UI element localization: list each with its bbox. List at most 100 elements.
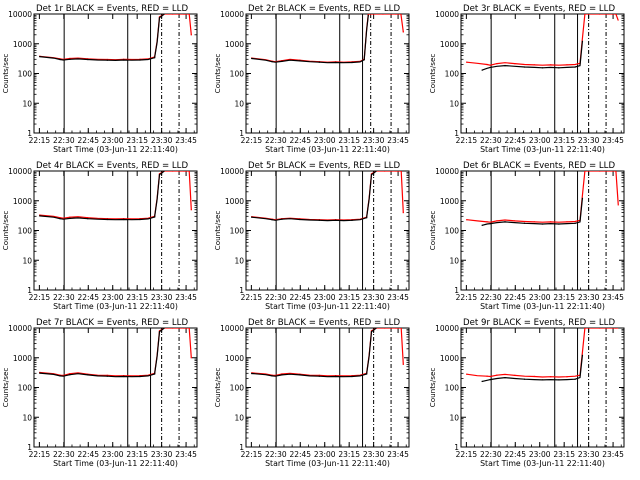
panel-title: Det 1r BLACK = Events, RED = LLD: [36, 4, 188, 14]
series-events: [39, 14, 165, 62]
x-tick-label: 23:15: [126, 293, 148, 302]
data-point-lld: [106, 374, 108, 377]
panel-9: Det 9r BLACK = Events, RED = LLD 1 10 100 10…: [428, 318, 625, 468]
data-point-lld: [486, 221, 488, 223]
x-tick-label: 23:00: [529, 450, 551, 459]
data-point-lld: [584, 171, 586, 172]
data-point-lld: [123, 375, 125, 377]
x-tick-label: 22:30: [53, 136, 75, 145]
data-point-lld: [106, 58, 108, 61]
data-point-events: [139, 375, 141, 378]
data-point-events: [251, 216, 253, 218]
plot-frame: [245, 327, 410, 448]
data-point-events: [335, 375, 337, 378]
y-tick-label: 10: [22, 99, 32, 108]
y-tick-label: 10000: [8, 324, 32, 333]
data-point-events: [69, 217, 71, 220]
y-tick-label: 1: [454, 443, 459, 452]
y-tick-label: 10: [234, 413, 244, 422]
series-lld: [39, 14, 192, 61]
data-point-events: [335, 219, 337, 221]
panel-2: Det 2r BLACK = Events, RED = LLD 1 10 100 10…: [213, 4, 410, 154]
data-point-lld: [281, 60, 283, 62]
y-tick-label: 100: [230, 384, 245, 393]
data-point-events: [581, 354, 584, 356]
y-tick-label: 10000: [435, 10, 459, 19]
data-point-events: [158, 174, 161, 176]
data-point-events: [481, 224, 483, 226]
x-tick-label: 23:00: [102, 450, 124, 459]
data-point-lld: [183, 171, 185, 172]
y-tick-label: 100: [445, 384, 460, 393]
panel-title: Det 8r BLACK = Events, RED = LLD: [248, 318, 400, 328]
x-tick-label: 23:00: [529, 136, 551, 145]
series-lld: [466, 328, 619, 378]
data-point-lld: [183, 14, 185, 15]
y-axis-label: Counts/sec: [428, 54, 437, 94]
y-tick-label: 1000: [13, 354, 32, 363]
data-point-events: [251, 372, 253, 375]
data-point-lld: [533, 64, 535, 66]
data-point-events: [69, 58, 71, 60]
y-axis-label: Counts/sec: [213, 211, 222, 251]
x-tick-label: 22:15: [456, 136, 478, 145]
data-point-events: [558, 379, 560, 381]
series-lld: [251, 328, 404, 377]
data-point-lld: [383, 171, 386, 172]
data-point-events: [158, 17, 161, 19]
data-point-lld: [123, 58, 125, 60]
data-point-lld: [466, 219, 468, 221]
y-tick-label: 10: [234, 99, 244, 108]
x-tick-label: 22:15: [29, 450, 51, 459]
data-point-events: [271, 219, 273, 221]
data-point-lld: [466, 373, 468, 375]
y-tick-label: 100: [445, 227, 460, 236]
data-point-lld: [59, 217, 61, 219]
x-tick-label: 23:30: [151, 450, 173, 459]
x-axis-label: Start Time (03-Jun-11 22:11:40): [265, 145, 390, 154]
y-axis-label: Counts/sec: [1, 54, 10, 94]
x-tick-label: 22:15: [241, 293, 263, 302]
data-point-lld: [496, 63, 498, 65]
data-point-lld: [299, 373, 301, 375]
plot-frame: [33, 13, 198, 134]
x-tick-label: 22:30: [265, 450, 287, 459]
x-tick-label: 22:30: [480, 293, 502, 302]
y-tick-label: 1000: [225, 354, 244, 363]
x-axis-label: Start Time (03-Jun-11 22:11:40): [265, 459, 390, 468]
data-point-lld: [383, 328, 386, 329]
y-tick-label: 100: [18, 384, 33, 393]
data-point-events: [69, 374, 71, 376]
data-point-lld: [299, 59, 301, 61]
data-point-lld: [190, 209, 192, 211]
x-axis-label: Start Time (03-Jun-11 22:11:40): [53, 145, 178, 154]
y-tick-label: 10: [234, 256, 244, 265]
data-point-events: [523, 66, 526, 68]
data-point-lld: [171, 171, 174, 172]
x-tick-label: 22:30: [53, 450, 75, 459]
y-tick-label: 1000: [440, 197, 459, 206]
y-tick-label: 100: [445, 70, 460, 79]
data-point-events: [574, 378, 576, 380]
data-point-lld: [514, 220, 516, 222]
x-tick-label: 23:00: [314, 136, 336, 145]
x-axis-label: Start Time (03-Jun-11 22:11:40): [480, 302, 605, 311]
data-point-events: [363, 59, 365, 61]
y-tick-label: 1: [454, 129, 459, 138]
data-point-lld: [566, 221, 568, 223]
x-tick-label: 22:45: [289, 450, 311, 459]
data-point-lld: [139, 218, 141, 220]
plot-frame: [460, 13, 625, 134]
data-point-events: [139, 218, 141, 221]
x-tick-label: 23:45: [175, 136, 197, 145]
x-tick-label: 23:45: [602, 450, 624, 459]
data-point-lld: [69, 373, 71, 375]
data-point-events: [154, 373, 156, 375]
x-tick-label: 22:45: [504, 136, 526, 145]
y-tick-label: 10000: [8, 10, 32, 19]
data-point-lld: [496, 220, 498, 222]
x-tick-label: 23:30: [363, 136, 385, 145]
data-point-events: [489, 223, 491, 225]
data-point-lld: [367, 14, 369, 15]
x-tick-label: 23:15: [553, 293, 575, 302]
